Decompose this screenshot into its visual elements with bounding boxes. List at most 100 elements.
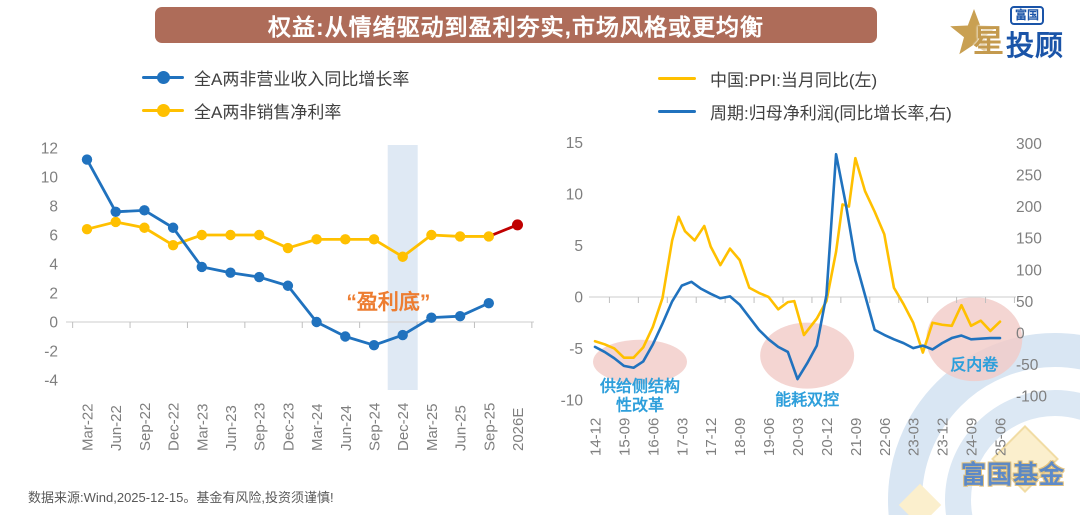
right-y-tick-label: 300 (1016, 136, 1042, 153)
legend-item-cycle-profit: 周期:归母净利润(同比增长率,右) (658, 100, 952, 123)
y-tick-label: 8 (49, 199, 58, 216)
data-point (397, 329, 408, 341)
data-point (254, 271, 265, 283)
x-tick-label: 14-12 (588, 418, 605, 456)
x-tick-label: Sep-24 (367, 403, 384, 451)
event-annotation: 性改革 (616, 396, 664, 415)
data-point (397, 251, 408, 262)
data-point (139, 205, 150, 216)
x-tick-label: Mar-24 (309, 403, 326, 451)
right-y-tick-label: 200 (1016, 199, 1042, 216)
x-tick-label: Jun-24 (338, 405, 355, 451)
x-tick-label: Jun-23 (223, 405, 240, 451)
x-tick-label: 16-06 (645, 418, 662, 456)
x-tick-label: 23-03 (906, 418, 923, 456)
left-y-tick-label: -10 (561, 392, 584, 409)
event-annotation: 能耗双控 (775, 390, 839, 409)
legend-label: 中国:PPI:当月同比(左) (710, 70, 878, 90)
watermark: 富国基金 (845, 325, 1080, 515)
x-tick-label: 17-12 (703, 418, 720, 456)
data-point (81, 224, 93, 235)
legend-item-net-margin: 全A两非销售净利率 (142, 99, 409, 122)
data-point (110, 206, 121, 217)
page-title: 权益:从情绪驱动到盈利夯实,市场风格或更均衡 (267, 14, 765, 40)
left-y-tick-label: 15 (566, 135, 583, 152)
x-tick-label: Sep-23 (252, 403, 269, 451)
data-point (167, 222, 179, 233)
data-point (426, 312, 437, 323)
x-tick-label: Sep-25 (481, 403, 498, 451)
y-tick-label: -2 (44, 344, 58, 361)
y-tick-label: 10 (41, 170, 59, 187)
x-tick-label: 22-06 (877, 418, 894, 456)
x-tick-label: Mar-25 (424, 403, 441, 451)
data-point (368, 340, 380, 351)
data-point (81, 154, 93, 165)
left-y-tick-label: -5 (569, 341, 583, 358)
legend-label: 周期:归母净利润(同比增长率,右) (710, 103, 952, 123)
line-marker-icon (658, 72, 700, 85)
y-tick-label: 0 (49, 315, 58, 332)
highlight-band (387, 145, 418, 390)
x-tick-label: 2026E (510, 408, 527, 451)
left-y-tick-label: 5 (574, 238, 583, 255)
x-tick-label: 19-06 (761, 418, 778, 456)
data-point (426, 229, 437, 241)
series-line (593, 156, 1002, 359)
data-point (368, 234, 380, 245)
data-point (454, 231, 466, 242)
data-point (196, 229, 207, 241)
data-point (483, 297, 494, 309)
brand-logo: 星 富国 投顾 (946, 2, 1078, 64)
left-chart-legend: 全A两非营业收入同比增长率 全A两非销售净利率 (142, 66, 410, 122)
legend-label: 全A两非营业收入同比增长率 (194, 69, 410, 89)
legend-label: 全A两非销售净利率 (194, 102, 342, 122)
x-tick-label: 25-06 (993, 418, 1010, 456)
logo-star-char: 星 (973, 24, 1004, 59)
data-point (340, 331, 351, 342)
data-point (167, 239, 179, 251)
y-tick-label: 4 (49, 257, 58, 274)
x-tick-label: Jun-22 (108, 405, 125, 451)
x-tick-label: Sep-22 (137, 403, 154, 451)
logo-suffix: 投顾 (1006, 30, 1065, 61)
fund-logo-watermark-icon (888, 333, 1080, 515)
right-y-tick-label: -100 (1016, 389, 1047, 406)
y-tick-label: 2 (49, 286, 58, 303)
right-y-tick-label: 250 (1016, 168, 1042, 185)
data-point (282, 242, 294, 254)
legend-item-ppi: 中国:PPI:当月同比(左) (658, 67, 952, 90)
left-y-tick-label: 0 (574, 290, 583, 307)
data-point (139, 222, 150, 233)
right-y-tick-label: -50 (1016, 357, 1039, 374)
y-tick-label: 12 (41, 141, 58, 158)
line-dot-marker-icon (142, 70, 184, 84)
right-y-tick-label: 50 (1016, 294, 1034, 311)
left-y-tick-label: 10 (566, 187, 584, 204)
x-tick-label: 15-09 (616, 418, 633, 456)
data-point (225, 229, 236, 241)
data-point (483, 231, 494, 242)
data-point (282, 280, 294, 291)
profit-bottom-annotation: “盈利底” (346, 290, 430, 314)
right-y-tick-label: 150 (1016, 231, 1042, 248)
right-y-tick-label: 0 (1016, 326, 1025, 343)
star-icon (950, 9, 998, 55)
data-point (196, 261, 207, 273)
data-point (512, 219, 523, 231)
data-point (340, 234, 351, 245)
x-tick-label: 23-12 (935, 418, 952, 456)
right-chart-legend: 中国:PPI:当月同比(左) 周期:归母净利润(同比增长率,右) (658, 67, 952, 123)
footer-disclaimer: 数据来源:Wind,2025-12-15。基金有风险,投资须谨慎! (28, 490, 334, 505)
x-tick-label: Mar-23 (194, 403, 211, 451)
data-point (254, 229, 265, 241)
data-point (311, 316, 322, 328)
x-tick-label: Mar-22 (80, 403, 97, 451)
x-tick-label: 24-09 (964, 418, 981, 456)
x-tick-label: 21-09 (848, 418, 865, 456)
x-tick-label: 20-12 (819, 418, 836, 456)
x-tick-label: Dec-22 (166, 403, 183, 451)
event-annotation: 供给侧结构 (599, 377, 680, 396)
x-tick-label: Jun-25 (453, 405, 470, 451)
